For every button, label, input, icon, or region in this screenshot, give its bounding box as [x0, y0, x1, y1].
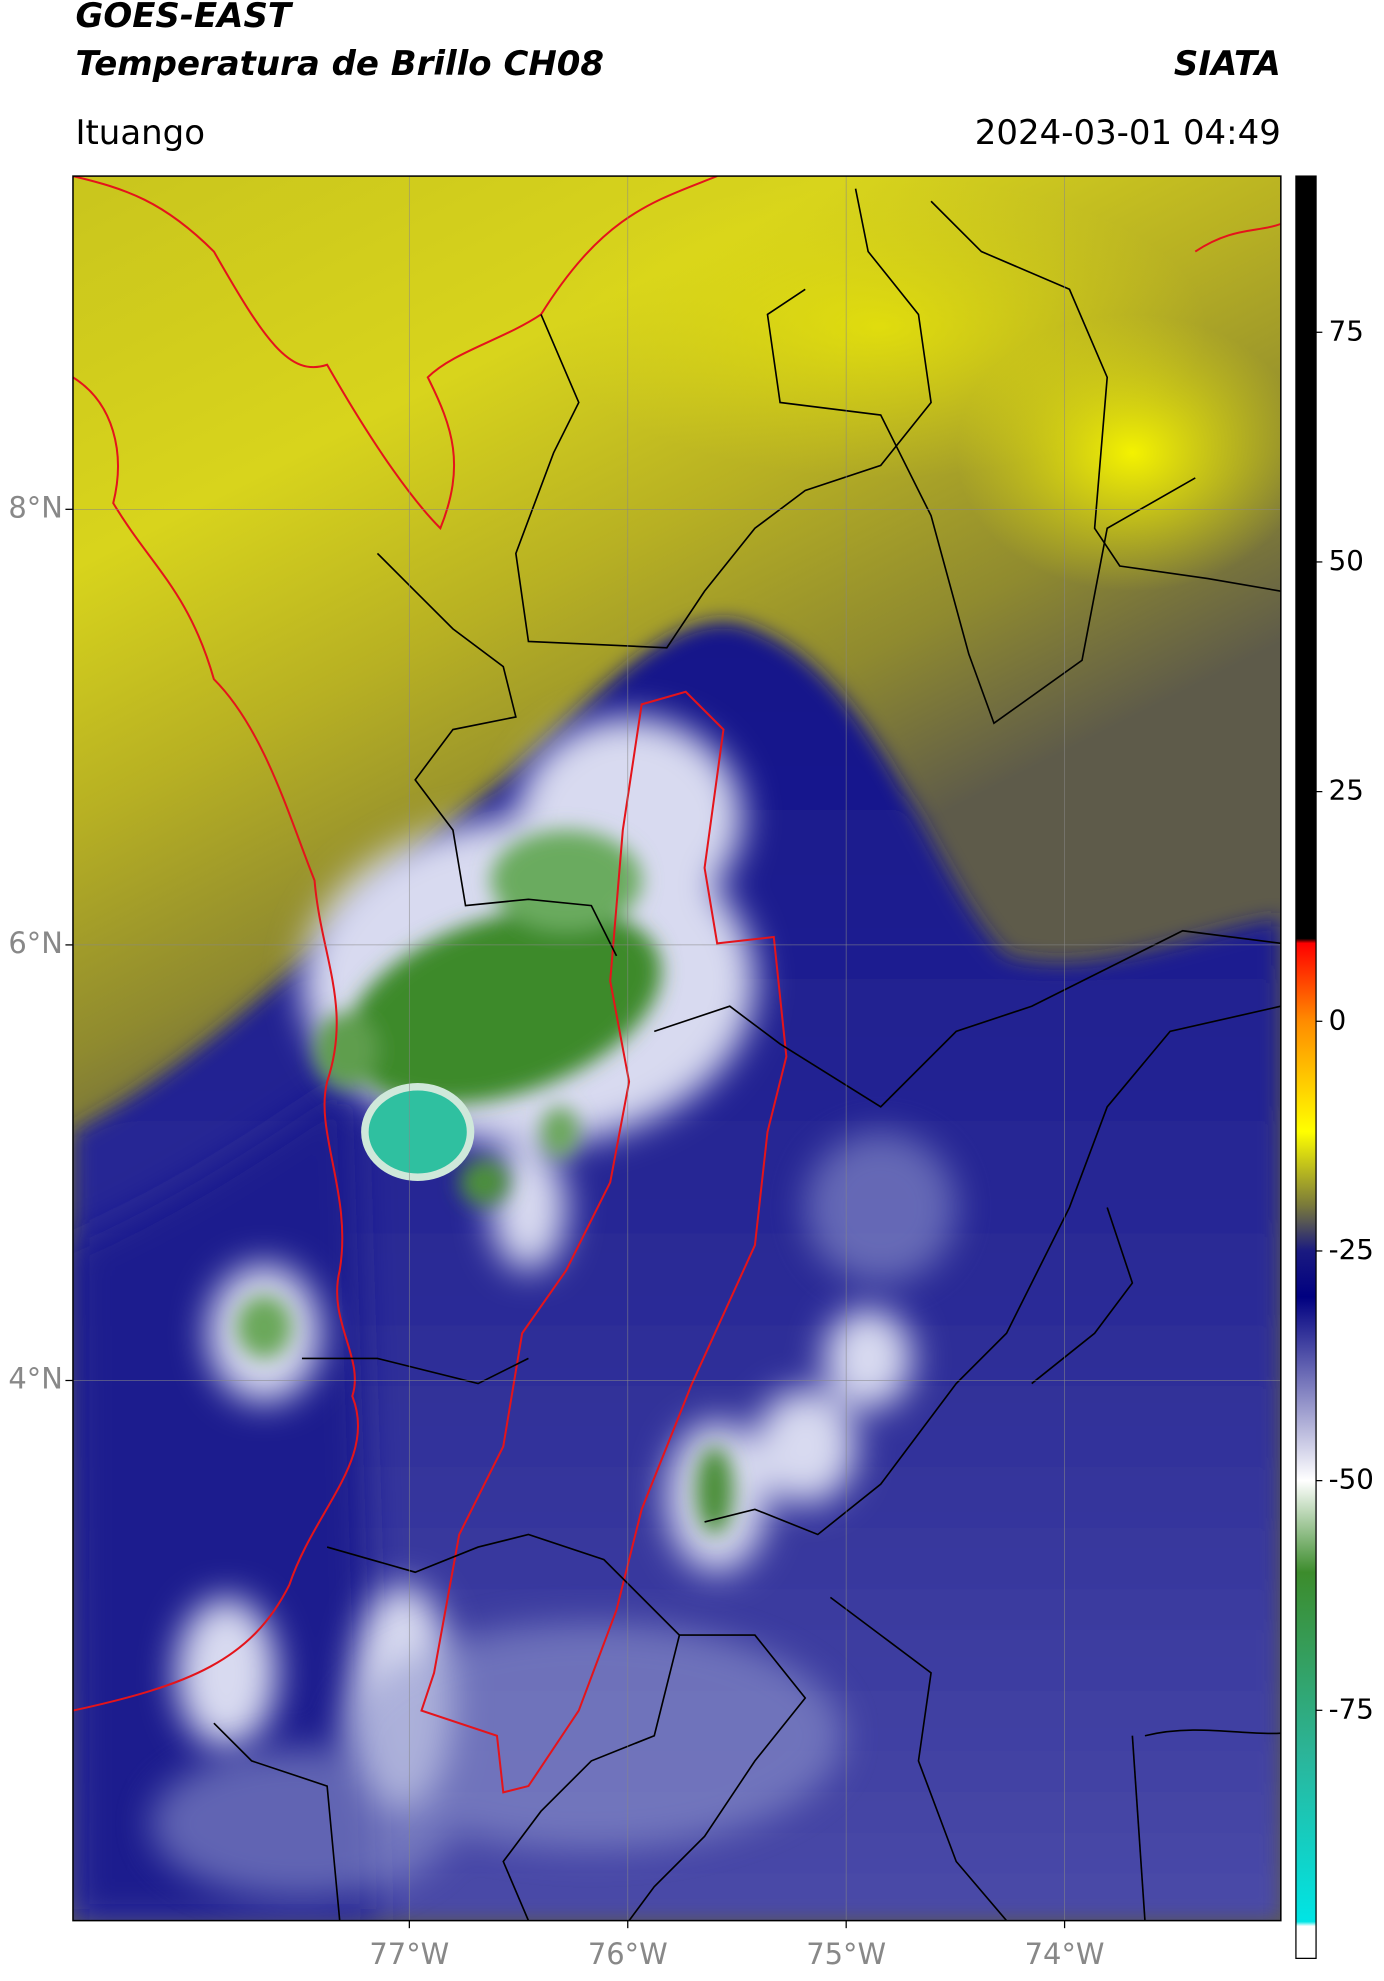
colorbar-tick-label: 50 [1329, 544, 1364, 577]
colorbar-tick-label: -25 [1329, 1233, 1374, 1266]
datetime: 2024-03-01 04:49 [975, 113, 1281, 153]
y-tick-label: 4°N [8, 1361, 63, 1395]
colorbar-tick-label: -50 [1329, 1463, 1374, 1496]
x-tick-label: 76°W [588, 1937, 668, 1971]
colorbar-ticks: 75 50 25 0 -25 -50 -75 [1316, 314, 1374, 1725]
colorbar [1295, 175, 1317, 1959]
subtitle: Temperatura de Brillo CH08 [75, 44, 604, 84]
source: SIATA [1174, 44, 1281, 84]
x-tick-label: 74°W [1025, 1937, 1105, 1971]
colorbar-tick-label: -75 [1329, 1692, 1374, 1725]
colorbar-tick-label: 25 [1329, 774, 1364, 807]
grid [72, 176, 1281, 1921]
axes: 77°W 76°W 75°W 74°W 4°N 6°N 8°N [8, 490, 1104, 1971]
y-tick-label: 8°N [8, 490, 63, 524]
satellite-image [72, 176, 1281, 1921]
colorbar-tick-label: 75 [1329, 314, 1364, 347]
x-tick-label: 77°W [369, 1937, 449, 1971]
colorbar-tick-label: 0 [1329, 1003, 1347, 1036]
region: Ituango [75, 113, 205, 153]
title: GOES-EAST [75, 0, 293, 36]
y-tick-label: 6°N [8, 926, 63, 960]
x-tick-label: 75°W [806, 1937, 886, 1971]
map-frame [72, 175, 1282, 1922]
